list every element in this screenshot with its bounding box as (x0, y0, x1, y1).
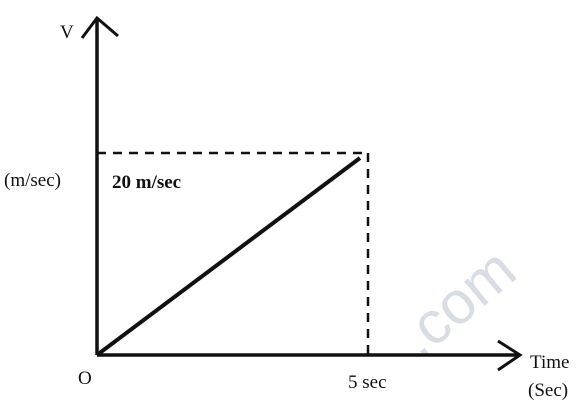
origin-label: O (78, 368, 92, 389)
watermark: .com (385, 235, 528, 370)
x-arrow (497, 339, 523, 372)
x-axis-unit: (Sec) (528, 380, 568, 401)
y-axis-unit: (m/sec) (4, 170, 61, 191)
x-axis-label: Time (530, 352, 569, 373)
y-arrow (80, 15, 119, 39)
y-marker: 20 m/sec (112, 172, 181, 193)
x-marker: 5 sec (348, 372, 387, 393)
y-axis-label: V (60, 22, 74, 43)
velocity-line (95, 156, 362, 357)
